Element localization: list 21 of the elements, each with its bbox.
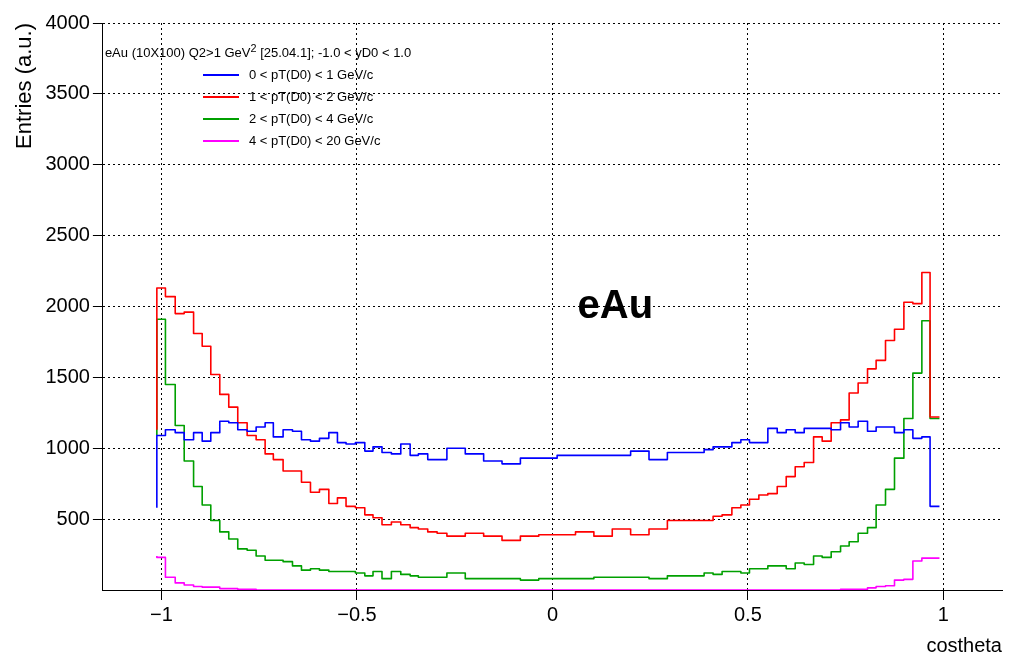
x-tick-label: 0 <box>546 602 559 625</box>
legend-label: 1 < pT(D0) < 2 GeV/c <box>248 88 374 107</box>
y-tick-label: 1000 <box>45 435 90 458</box>
legend-label: 2 < pT(D0) < 4 GeV/c <box>248 110 374 129</box>
legend-label: 0 < pT(D0) < 1 GeV/c <box>248 66 374 85</box>
x-tick-label: −0.5 <box>337 602 377 625</box>
y-tick-label: 3000 <box>45 152 90 175</box>
x-tick-label: −1 <box>150 602 173 625</box>
y-axis-title: Entries (a.u.) <box>11 23 37 149</box>
y-tick-label: 2500 <box>45 223 90 246</box>
y-tick-label: 1500 <box>45 364 90 387</box>
y-tick-label: 500 <box>56 506 90 529</box>
legend-label: 4 < pT(D0) < 20 GeV/c <box>248 132 381 151</box>
annotation: eAu <box>577 281 654 326</box>
x-axis-title: costheta <box>926 633 1003 656</box>
x-tick-label: 1 <box>937 602 949 625</box>
y-tick-label: 2000 <box>45 294 90 317</box>
y-tick-label: 4000 <box>45 10 90 33</box>
y-tick-label: 3500 <box>45 81 90 104</box>
x-tick-label: 0.5 <box>734 602 762 625</box>
legend-title: eAu (10X100) Q2>1 GeV$^{2}$ [25.04.1]; -1.0 < yD0 < 1.0 <box>104 41 412 63</box>
